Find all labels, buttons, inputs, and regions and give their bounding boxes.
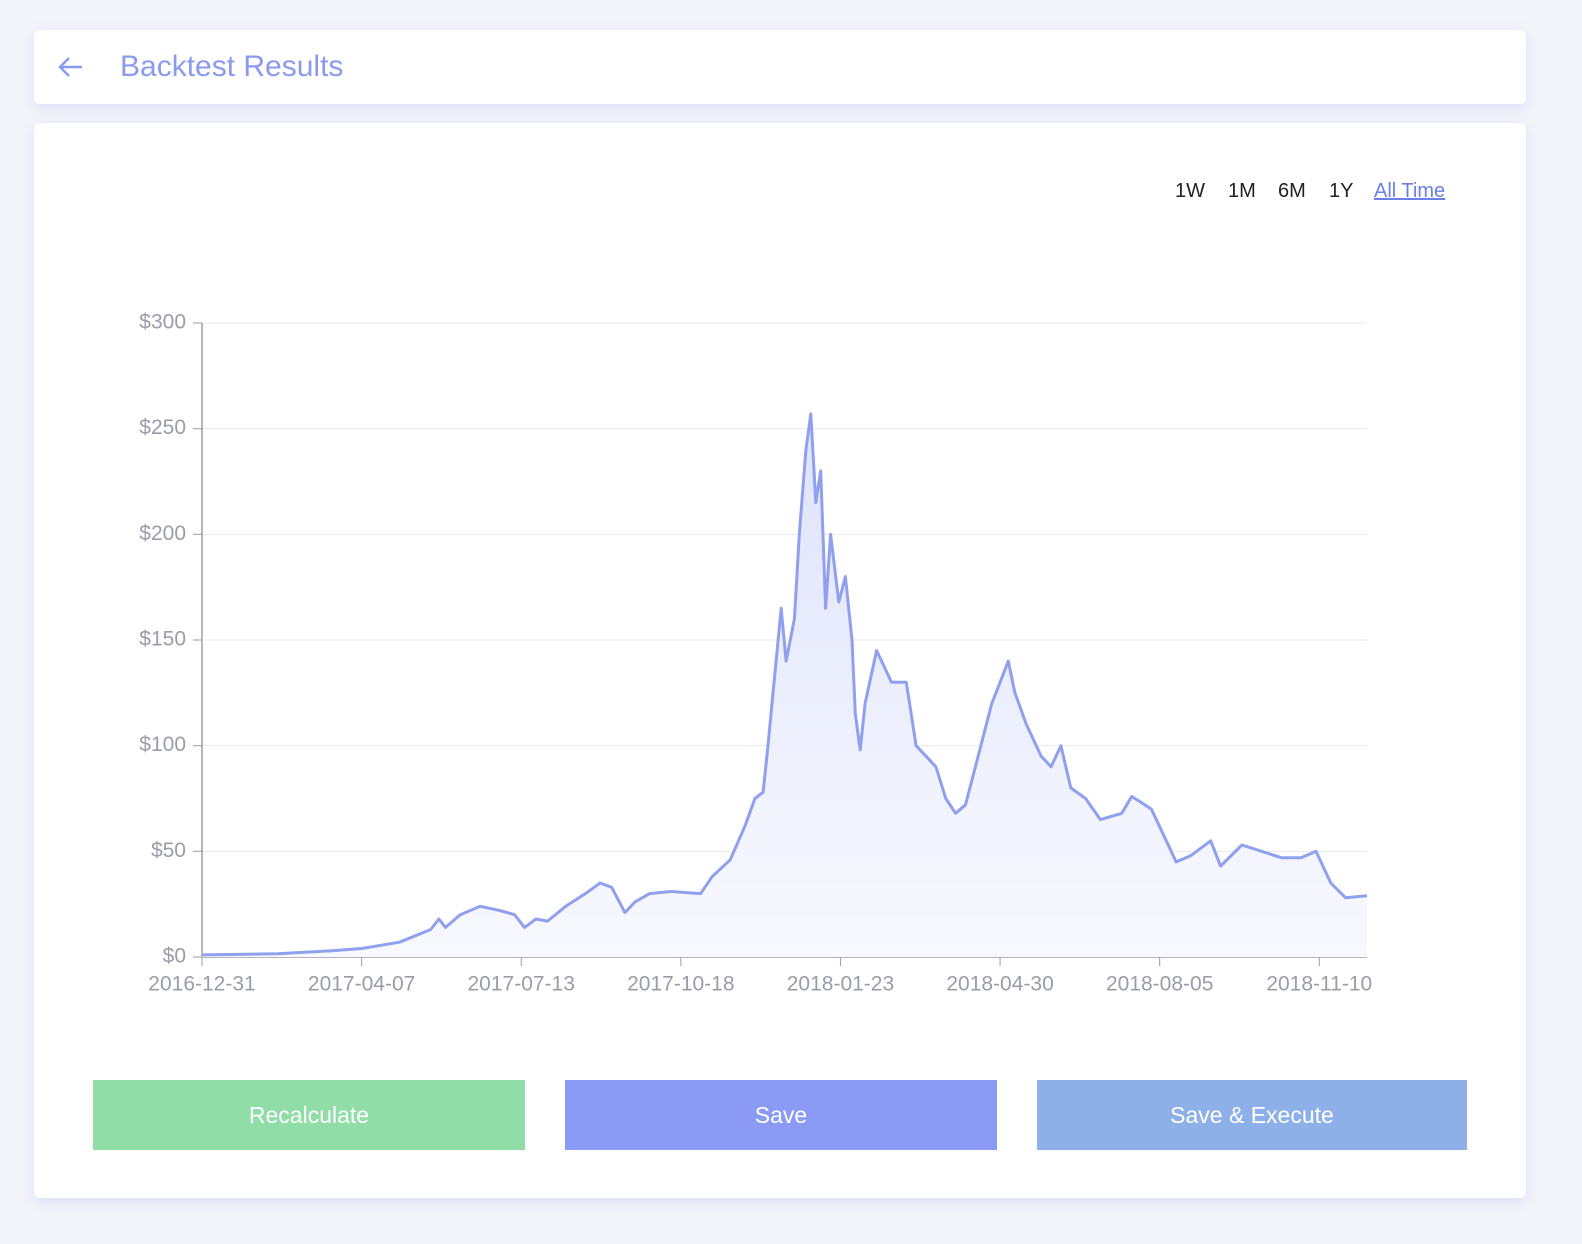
chart: $0 $50 $100 $150 $200 $250 $300 2016-12-31 2017-…	[139, 311, 1372, 996]
page-title: Backtest Results	[120, 50, 344, 83]
y-tick-label: $100	[139, 733, 186, 756]
range-option[interactable]: 1W	[1175, 180, 1205, 202]
line	[201, 412, 1368, 957]
y-tick-label: $300	[139, 311, 186, 334]
x-tick-label: 2017-07-13	[468, 973, 575, 996]
range-option[interactable]: All Time	[1374, 180, 1446, 202]
x-tick-label: 2017-10-18	[627, 973, 734, 996]
back-arrow[interactable]	[56, 52, 86, 82]
y-tick-label: $0	[163, 945, 186, 968]
y-tick-label: $150	[139, 628, 186, 651]
recalculate-button[interactable]: Recalculate	[93, 1080, 525, 1150]
y-tick-label: $50	[151, 839, 186, 862]
header-bar: Backtest Results	[34, 30, 1526, 104]
save-button[interactable]: Save	[565, 1080, 997, 1150]
range-option[interactable]: 6M	[1278, 180, 1306, 202]
x-tick-label: 2016-12-31	[148, 973, 255, 996]
x-tick-label: 2018-04-30	[946, 973, 1053, 996]
save-execute-button[interactable]: Save & Execute	[1037, 1080, 1467, 1150]
area	[202, 413, 1367, 957]
x-tick-label: 2018-01-23	[787, 973, 894, 996]
x-tick-label: 2018-08-05	[1106, 973, 1213, 996]
x-tick-label: 2018-11-10	[1266, 973, 1372, 996]
range-option[interactable]: 1Y	[1329, 180, 1354, 202]
range-option[interactable]: 1M	[1228, 180, 1256, 202]
x-tick-label: 2017-04-07	[308, 973, 415, 996]
y-tick-label: $250	[139, 416, 186, 439]
y-tick-label: $200	[139, 522, 186, 545]
